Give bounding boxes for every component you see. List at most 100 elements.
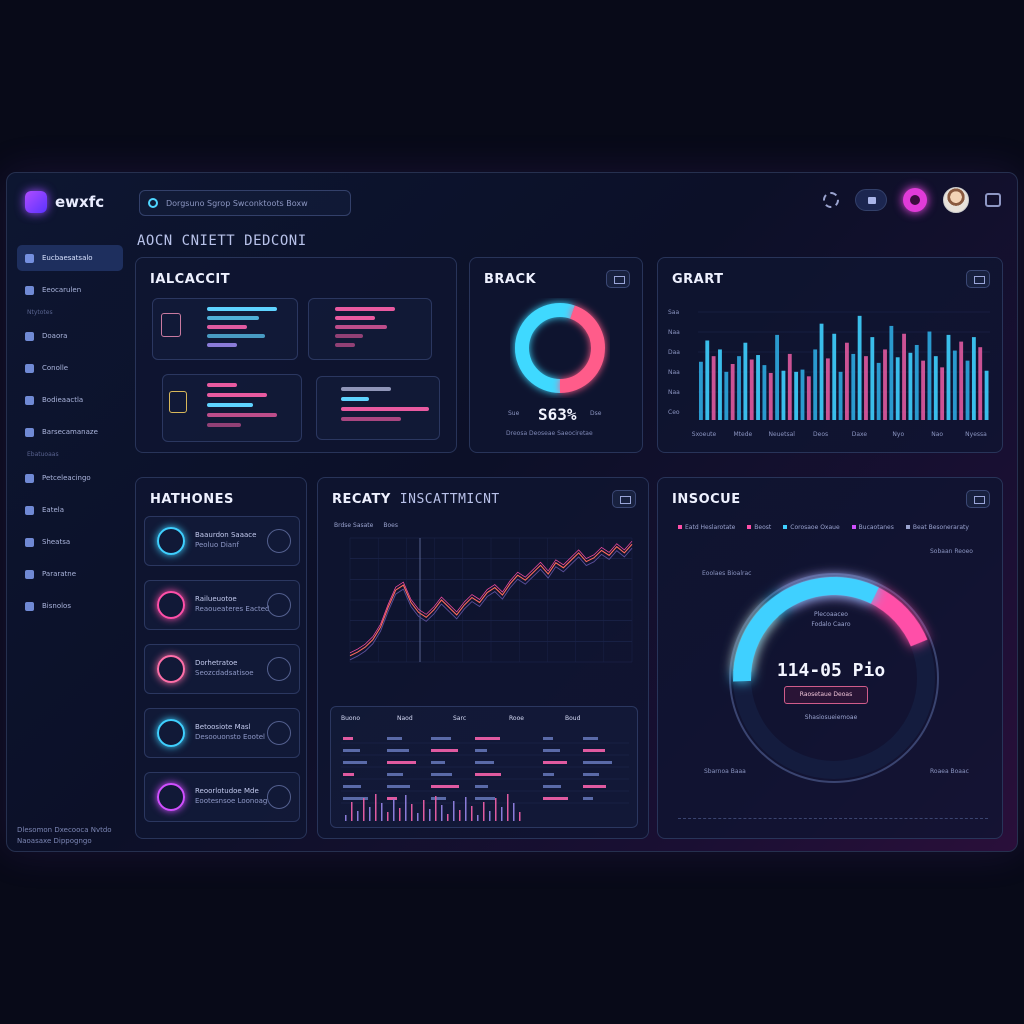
recaty-mini-bar	[477, 815, 479, 821]
recaty-mini-bar	[513, 803, 515, 821]
hathones-item-action-button[interactable]	[267, 657, 291, 681]
brand[interactable]: ewxfc	[25, 191, 104, 213]
hathones-item-action-button[interactable]	[267, 785, 291, 809]
hathones-item-title: Dorhetratoe	[195, 659, 238, 667]
grart-x-tick: Daxe	[852, 431, 868, 438]
grart-y-tick: Saa	[668, 309, 679, 316]
hathones-item-title: Railueuotoe	[195, 595, 237, 603]
sidebar-item-label: Bisnolos	[42, 602, 71, 610]
sidebar-item-6[interactable]: Bodieaactla	[17, 387, 123, 413]
sidebar-item-7[interactable]: Barsecamanaze	[17, 419, 123, 445]
hathones-item-action-button[interactable]	[267, 529, 291, 553]
alcacit-mini-panel-4[interactable]	[316, 376, 440, 440]
sidebar-item-label: Eeocarulen	[42, 286, 82, 294]
recaty-legend-item-1: Brdse Sasate	[334, 522, 374, 529]
grart-bar	[895, 357, 900, 420]
grart-bar	[959, 341, 964, 420]
recaty-table-column-header[interactable]: Rooe	[509, 715, 524, 722]
recaty-mini-bar	[483, 802, 485, 821]
recaty-mini-bar	[357, 811, 359, 821]
recaty-mini-bar	[381, 803, 383, 821]
grart-bar	[845, 342, 849, 420]
recaty-table-column-header[interactable]: Sarc	[453, 715, 467, 722]
grart-bar-chart: Saa Naa Daa Naa Naa Ceo Sxoeute Mtede Neuetsal De…	[668, 309, 990, 438]
mail-toggle-button[interactable]	[855, 189, 887, 211]
grart-bar	[864, 356, 868, 420]
grart-x-tick: Nao	[931, 431, 943, 438]
insocue-legend-item: Bucaotanes	[851, 524, 894, 531]
hathones-item[interactable]: Betoosiote Masl Desoouonsto Eootel	[144, 708, 300, 758]
user-avatar[interactable]	[943, 187, 969, 213]
sidebar-item-label: Sheatsa	[42, 538, 71, 546]
search-input[interactable]: Dorgsuno Sgrop Swconktoots Boxw	[139, 190, 351, 216]
recaty-table-cell	[543, 749, 560, 752]
hathones-item[interactable]: Baaurdon Saaace Peoluo Dianf	[144, 516, 300, 566]
recaty-line-chart	[349, 537, 633, 663]
hathones-item-text: Baaurdon Saaace Peoluo Dianf	[195, 530, 256, 550]
sidebar-item-12[interactable]: Pararatne	[17, 561, 123, 587]
brack-expand-button[interactable]	[606, 270, 630, 288]
page-title: AOCN CNIETT DEDCONI	[137, 233, 307, 249]
brack-right-label: Dse	[590, 410, 602, 417]
recaty-mini-bar	[369, 807, 371, 821]
top-actions	[823, 187, 1001, 213]
hathones-item-text: Railueuotoe Reaoueateres Eacted	[195, 594, 269, 614]
sidebar-item-10[interactable]: Eatela	[17, 497, 123, 523]
brack-value: S63%	[538, 405, 577, 424]
grart-x-tick: Mtede	[733, 431, 752, 438]
logout-icon[interactable]	[985, 193, 1001, 207]
grart-x-tick: Neuetsal	[768, 431, 795, 438]
hathones-item[interactable]: Railueuotoe Reaoueateres Eacted	[144, 580, 300, 630]
sidebar-item-11[interactable]: Sheatsa	[17, 529, 123, 555]
car-icon	[25, 569, 34, 579]
grart-expand-button[interactable]	[966, 270, 990, 288]
insocue-expand-button[interactable]	[966, 490, 990, 508]
alcacit-mini-panel-3[interactable]	[162, 374, 302, 442]
sidebar-item-5[interactable]: Conolle	[17, 355, 123, 381]
grart-bar	[724, 371, 729, 420]
sidebar-item-2[interactable]: Eeocarulen	[17, 277, 123, 303]
recaty-mini-bar	[417, 813, 419, 821]
grart-bar	[800, 369, 805, 420]
hathones-item[interactable]: Reoorlotudoe Mde Eootesnsoe Loonoag	[144, 772, 300, 822]
brand-name: ewxfc	[55, 193, 105, 211]
settings-gear-icon[interactable]	[823, 192, 839, 208]
sidebar-item-label: Petceleacingo	[42, 474, 91, 482]
sidebar-item-9[interactable]: Petceleacingo	[17, 465, 123, 491]
recaty-table-cell	[475, 785, 488, 788]
recaty-table-cell	[431, 749, 458, 752]
insocue-action-button[interactable]: Raosetaue Deoas	[784, 686, 868, 704]
hathones-item[interactable]: Dorhetratoe Seozcdadsatisoe	[144, 644, 300, 694]
sidebar-item-4[interactable]: Doaora	[17, 323, 123, 349]
ring-outer-track	[729, 573, 939, 783]
alcacit-title: IALCACCIT	[150, 272, 231, 287]
activity-icon	[157, 527, 185, 555]
recaty-table-column-header[interactable]: Naod	[397, 715, 413, 722]
recaty-table-column-header[interactable]: Buono	[341, 715, 361, 722]
recaty-series-line	[349, 540, 633, 654]
hathones-item-action-button[interactable]	[267, 593, 291, 617]
insocue-legend-label: Beat Besoneraraty	[912, 524, 969, 531]
recaty-series-line	[349, 547, 633, 661]
activity-icon	[157, 655, 185, 683]
recaty-table-column-header[interactable]: Boud	[565, 715, 581, 722]
insocue-center-line1: Plecoaaceo	[814, 611, 848, 618]
alcacit-mini-panel-2[interactable]	[308, 298, 432, 360]
sidebar-item-1[interactable]: Eucbaesatsalo	[17, 245, 123, 271]
recaty-expand-button[interactable]	[612, 490, 636, 508]
grart-bar	[838, 371, 843, 420]
recaty-mini-bar	[351, 802, 353, 821]
sidebar-item-13[interactable]: Bisnolos	[17, 593, 123, 619]
recaty-title: RECATY INSCATTMICNT	[332, 492, 500, 507]
alcacit-mini-panel-1[interactable]	[152, 298, 298, 360]
notification-badge-icon[interactable]	[903, 188, 927, 212]
insocue-callout-2: Sobaan Reoeo	[930, 548, 973, 555]
recaty-mini-bar	[423, 800, 425, 821]
insocue-ring-chart	[729, 573, 939, 783]
grart-bar	[794, 371, 799, 420]
recaty-title-main: RECATY	[332, 492, 391, 507]
hathones-item-action-button[interactable]	[267, 721, 291, 745]
recaty-mini-bar	[459, 810, 461, 821]
search-icon	[148, 198, 158, 208]
grart-bar	[730, 364, 735, 420]
